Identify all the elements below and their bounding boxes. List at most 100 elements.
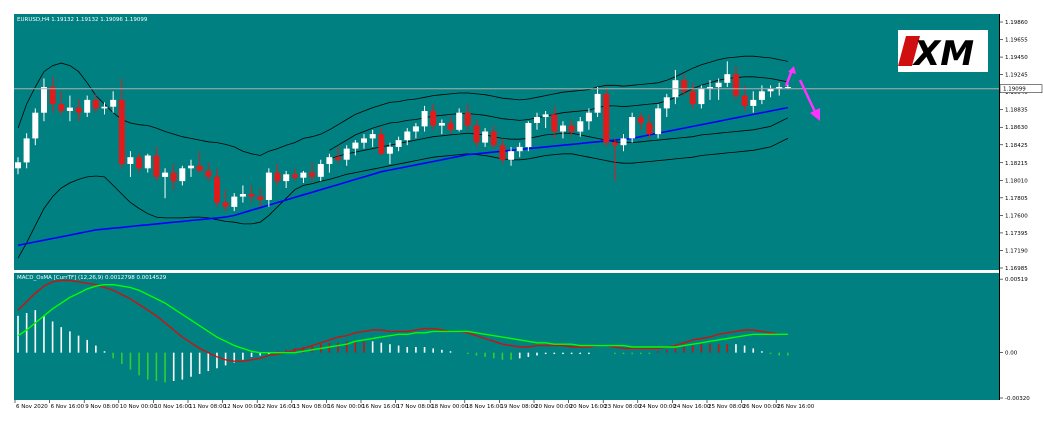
candle-body [32,112,39,139]
price-tick-label: 1.18010 [1005,178,1028,184]
price-axis-background [999,14,1043,400]
candle-body [784,87,791,88]
candle-body [300,172,307,178]
candle-body [23,138,30,163]
time-tick-label: 19 Nov 08:00 [500,404,538,410]
macd-main-line [17,279,788,362]
candle-body [421,111,428,127]
time-tick-label: 23 Nov 08:00 [604,404,642,410]
candle-body [594,93,601,113]
logo-red-slash [898,36,920,66]
candle-body [767,88,774,92]
time-tick-label: 17 Nov 08:00 [397,404,435,410]
candle-body [196,165,203,171]
candle-body [568,125,575,132]
time-axis-ticks: 6 Nov 2020 6 Nov 16:00 9 Nov 08:00 10 Nov 0… [14,400,815,410]
candle-body [482,131,489,143]
candle-body [603,93,610,143]
candle-body [101,106,108,109]
candle-body [205,170,212,177]
candle-body [646,123,653,135]
oscillator-panel-background [14,273,999,400]
arrow-down-line [798,79,818,115]
time-tick-label: 10 Nov 00:00 [120,404,158,410]
candle-body [525,123,532,147]
time-tick-label: 10 Nov 16:00 [154,404,192,410]
oscillator-tick-label: 0.00519 [1005,277,1028,283]
candle-body [473,125,480,143]
candle-body [663,97,670,109]
candle-body [542,114,549,117]
candle-body [707,87,713,89]
time-tick-label: 26 Nov 00:00 [743,404,781,410]
bollinger-bands [17,55,789,259]
candle-body [136,157,143,169]
price-tick-label: 1.17395 [1005,231,1028,237]
candle-body [560,125,566,132]
candle-body [369,134,376,139]
time-tick-label: 18 Nov 16:00 [466,404,504,410]
candle-body [66,107,73,111]
band-inner-lower-line [329,117,789,160]
candle-body [395,140,402,147]
time-tick-label: 24 Nov 16:00 [673,404,711,410]
candle-body [698,88,705,105]
oscillator-title: MACD_OsMA [CurrTF] (12,26,9) 0.0012798 0… [17,275,167,281]
logo-text: XM [912,34,974,74]
candle-body [118,99,125,165]
candle-body [724,74,731,83]
candle-body [715,82,722,88]
candle-body [741,95,748,106]
time-tick-label: 20 Nov 00:00 [535,404,573,410]
candle-body [516,146,523,152]
candle-body [265,172,272,200]
current-price-box [999,84,1043,93]
candle-body [629,117,636,139]
candle-body [239,194,246,197]
candle-body [404,131,411,141]
oscillator-tick-label: -0.00320 [1005,396,1030,402]
candle-body [508,151,515,160]
candle-body [447,123,454,130]
macd-oscillator [17,279,789,383]
current-price-label: 1.19099 [1003,87,1026,93]
current-price-marker: 1.19099 [999,84,1043,93]
price-tick-label: 1.19655 [1005,38,1028,44]
arrow-up-head [788,66,796,74]
candle-body [15,162,21,169]
candle-body [534,117,540,123]
candle-body [343,148,350,160]
candle-body [49,87,56,105]
candle-body [386,146,393,154]
candle-body [274,172,281,182]
time-tick-label: 24 Nov 00:00 [639,404,677,410]
price-tick-label: 1.18425 [1005,143,1028,149]
candle-body [430,111,437,126]
candle-body [75,107,82,113]
candle-body [637,117,644,123]
band-upper-line [17,55,788,156]
time-tick-label: 9 Nov 08:00 [85,404,119,410]
time-tick-label: 6 Nov 16:00 [51,404,85,410]
candle-body [378,134,385,154]
candle-body [179,168,186,182]
time-tick-label: 26 Nov 16:00 [777,404,815,410]
price-tick-label: 1.17805 [1005,196,1028,202]
price-tick-label: 1.17600 [1005,213,1028,219]
candle-body [127,157,134,164]
time-tick-label: 16 Nov 00:00 [327,404,365,410]
candle-body [361,138,367,143]
candle-body [335,157,342,160]
candle-body [758,91,765,100]
arrow-down-head [810,108,820,121]
price-tick-label: 1.19450 [1005,55,1028,61]
candle-body [291,174,298,178]
candle-body [188,165,194,169]
candle-body [456,112,463,130]
time-tick-label: 11 Nov 08:00 [189,404,227,410]
macd-signal-line [17,284,788,354]
price-axis-ticks: 1.19860 1.19655 1.19450 1.19245 1.19040 1.188… [999,20,1028,272]
candle-body [231,196,238,207]
candle-body [214,176,220,203]
candle-body [58,104,65,111]
